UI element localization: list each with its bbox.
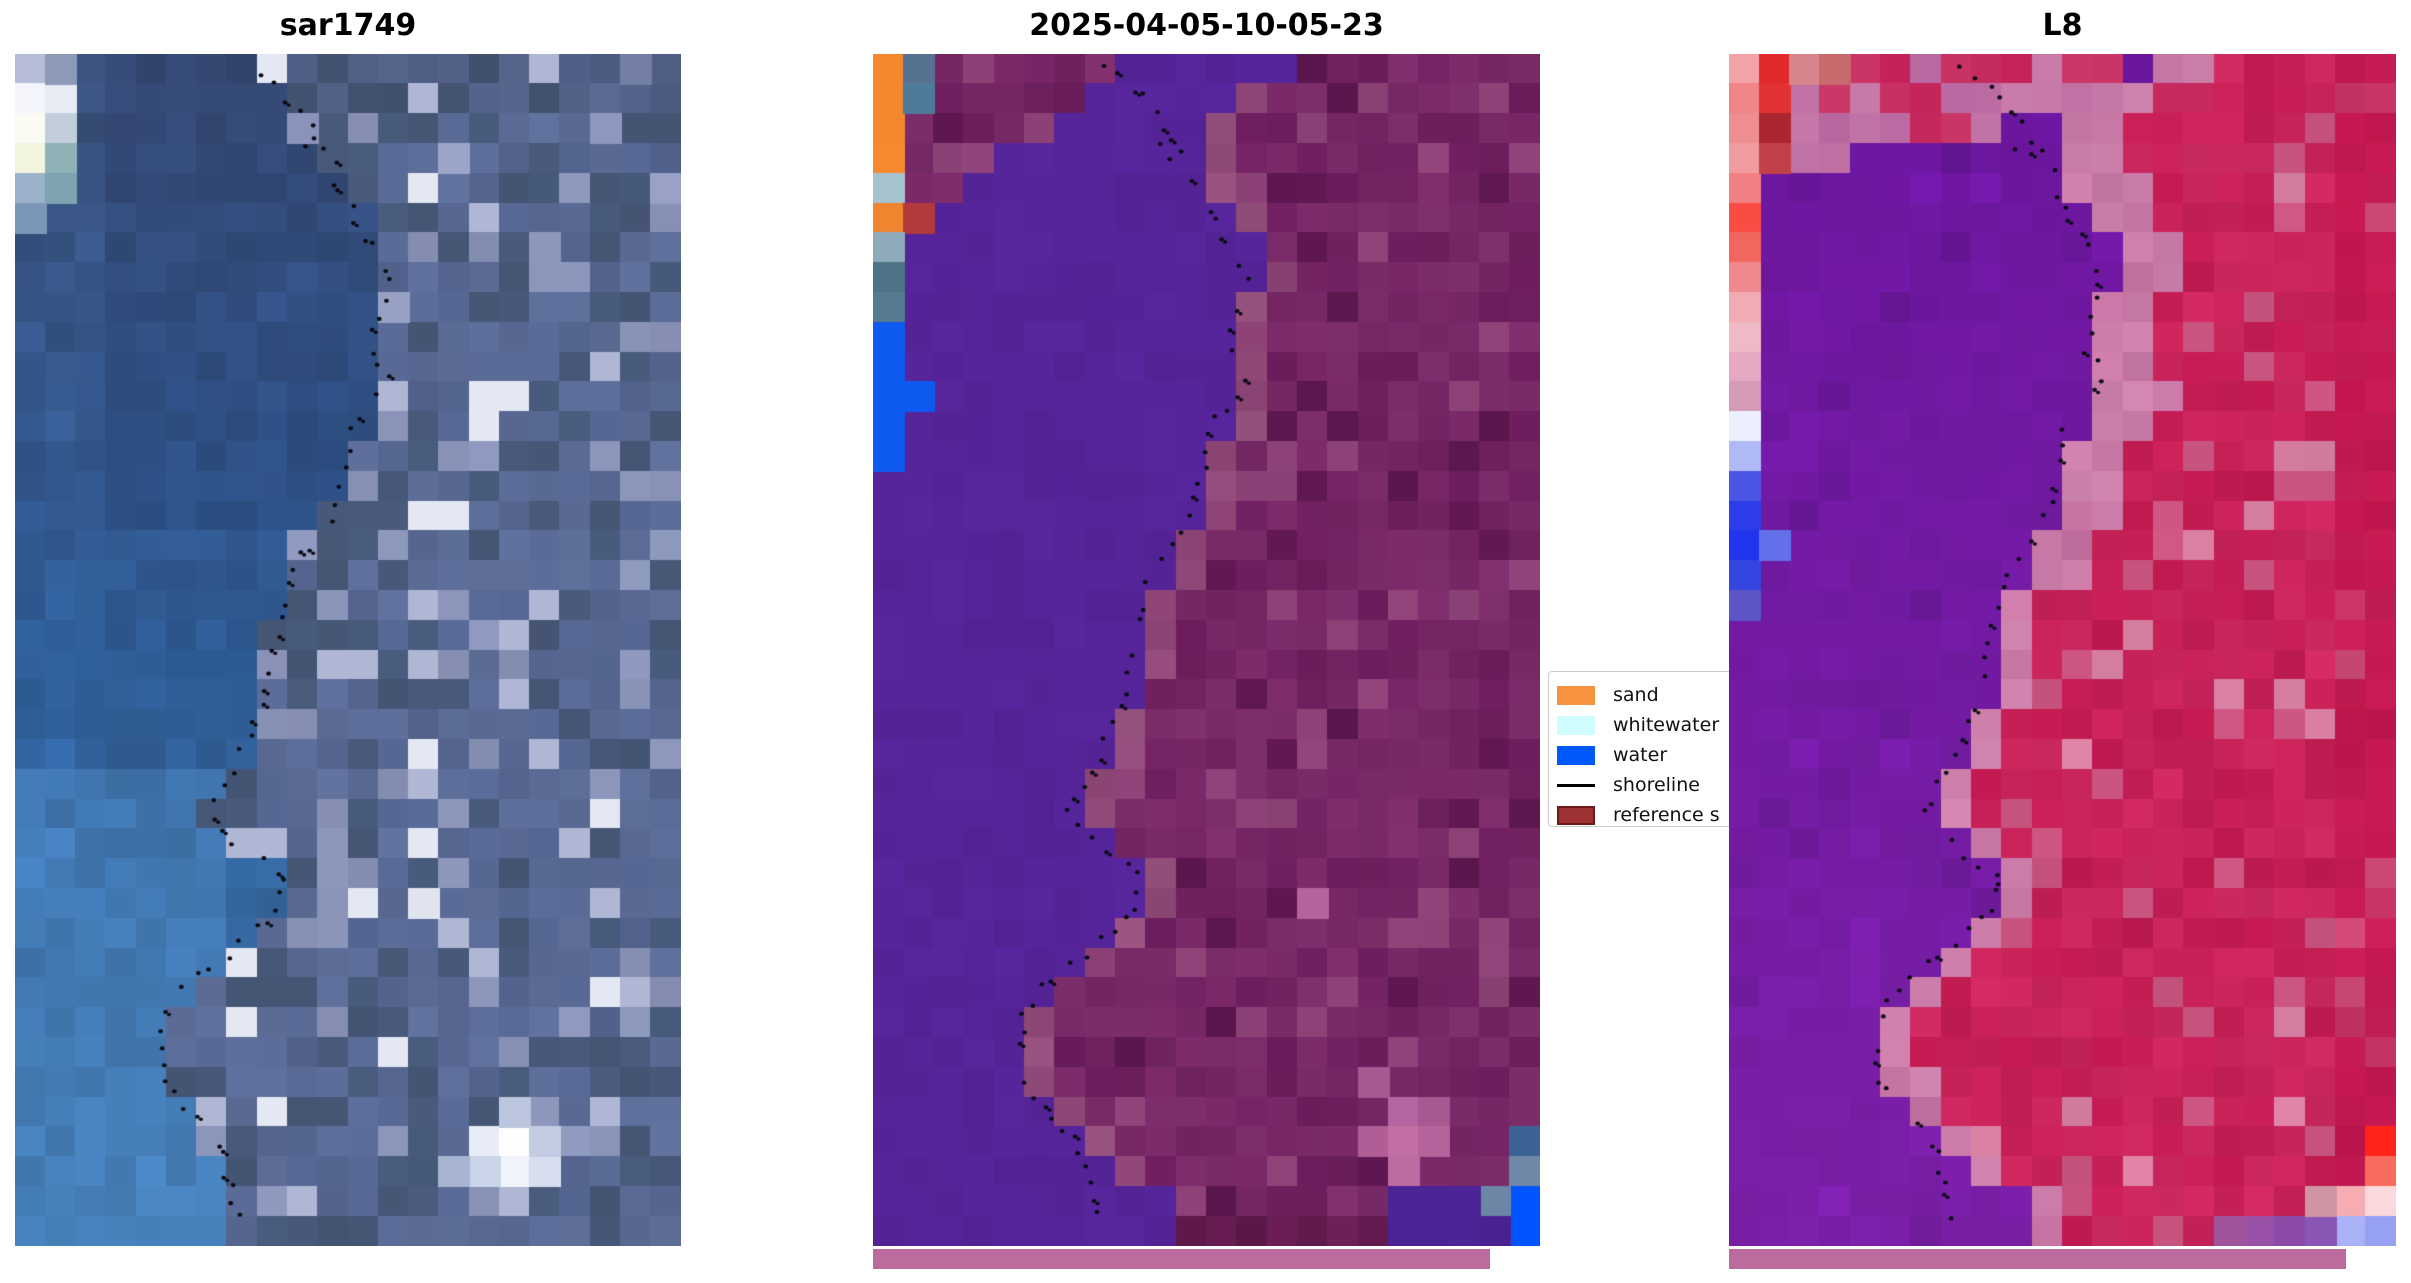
legend-item-sand: sand — [1557, 680, 1805, 710]
shoreline-line-swatch — [1557, 783, 1595, 787]
panel2-scalebar — [873, 1249, 1490, 1269]
legend-item-water: water — [1557, 740, 1805, 770]
sar-image-panel — [15, 54, 681, 1246]
whitewater-swatch — [1557, 715, 1595, 735]
legend-label: water — [1613, 744, 1668, 766]
legend-label: reference s — [1613, 804, 1720, 826]
panel3-title: L8 — [2042, 8, 2083, 43]
panel3-scalebar — [1729, 1249, 2346, 1269]
legend-label: sand — [1613, 684, 1659, 706]
legend-label: shoreline — [1613, 774, 1700, 796]
panel2-title: 2025-04-05-10-05-23 — [1029, 8, 1384, 43]
panel1-title: sar1749 — [279, 8, 417, 43]
l8-image-panel — [1729, 54, 2396, 1246]
legend-item-whitewater: whitewater — [1557, 710, 1805, 740]
legend-item-shoreline: shoreline — [1557, 770, 1805, 800]
legend-item-reference-shoreline: reference s — [1557, 800, 1805, 830]
water-swatch — [1557, 745, 1595, 765]
classified-image-panel — [873, 54, 1540, 1246]
sand-swatch — [1557, 685, 1595, 705]
legend-label: whitewater — [1613, 714, 1720, 736]
reference-shoreline-swatch — [1557, 805, 1595, 825]
